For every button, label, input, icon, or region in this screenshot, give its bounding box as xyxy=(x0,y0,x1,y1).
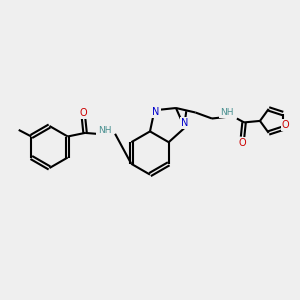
Text: NH: NH xyxy=(97,126,111,135)
Text: O: O xyxy=(80,108,87,118)
Text: O: O xyxy=(282,120,290,130)
Text: NH: NH xyxy=(98,126,112,135)
Text: N: N xyxy=(152,107,160,117)
Text: N: N xyxy=(181,118,188,128)
Text: NH: NH xyxy=(220,108,234,117)
Text: O: O xyxy=(239,138,246,148)
